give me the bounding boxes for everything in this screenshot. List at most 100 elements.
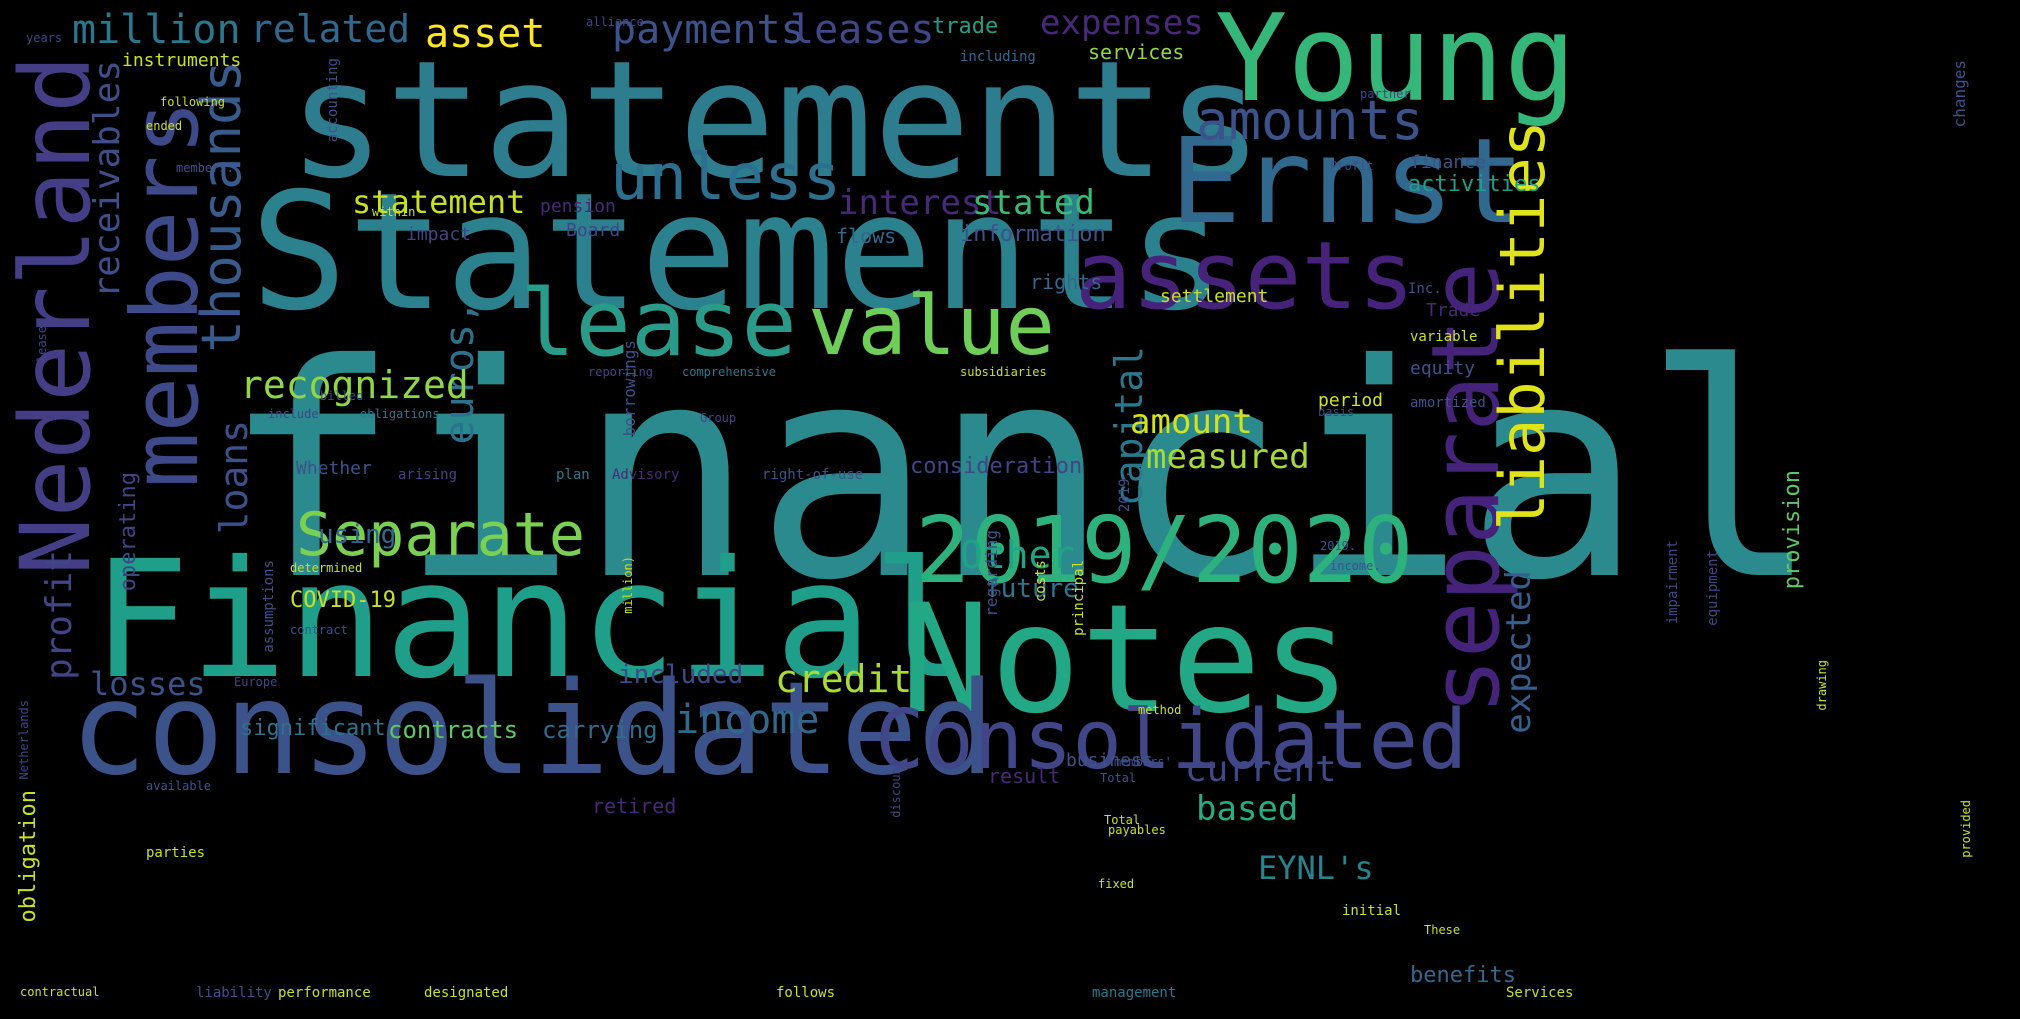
word-finance: finance bbox=[1410, 152, 1486, 173]
word-designated: designated bbox=[424, 985, 509, 1001]
word-measured: measured bbox=[1146, 437, 1310, 477]
word-consideration: consideration bbox=[910, 454, 1083, 479]
word-significant: significant bbox=[240, 716, 386, 741]
word-amounts: amounts bbox=[1196, 89, 1424, 152]
word-impact: impact bbox=[406, 224, 472, 245]
word-management: management bbox=[1092, 985, 1177, 1001]
word-Consolidated-capital: Consolidated bbox=[875, 693, 1468, 788]
word-provided: provided bbox=[1959, 800, 1973, 858]
word-Netherlands: Netherlands bbox=[17, 700, 31, 780]
word-Ernst: Ernst bbox=[1170, 112, 1526, 250]
word-business: business bbox=[1066, 750, 1153, 771]
word-unless: unless bbox=[610, 141, 842, 215]
word-Europe: Europe bbox=[234, 675, 278, 689]
word-year-dot: 2019. bbox=[1320, 539, 1357, 553]
word-lease: lease bbox=[520, 270, 797, 377]
word-statements: statements bbox=[288, 27, 1264, 215]
word-income: income bbox=[675, 697, 820, 743]
word-members-dot: members. bbox=[176, 161, 234, 175]
word-result: result bbox=[988, 764, 1061, 788]
word-contract: contract bbox=[290, 623, 348, 637]
word-operating: operating bbox=[116, 472, 141, 592]
word-contracts: contracts bbox=[388, 716, 519, 744]
word-principal: principal bbox=[1071, 560, 1087, 636]
word-accounting: accounting bbox=[325, 58, 341, 143]
word-Services: Services bbox=[1506, 985, 1574, 1001]
word-receivables: receivables bbox=[87, 60, 128, 299]
word-profit: profit bbox=[39, 550, 80, 681]
word-equation-digits: 2019. bbox=[1117, 470, 1133, 513]
word-amount: amount bbox=[1130, 402, 1253, 442]
word-reporting: reporting bbox=[588, 365, 654, 379]
word-credit: credit bbox=[775, 657, 913, 701]
word-costs: costs bbox=[1033, 560, 1049, 603]
word-financial: financial bbox=[222, 301, 1821, 645]
word-performance: performance bbox=[278, 985, 371, 1001]
word-liability: liability bbox=[196, 985, 272, 1001]
word-value: value bbox=[808, 279, 1055, 374]
word-related: related bbox=[250, 7, 411, 51]
word-drawing: drawing bbox=[1815, 660, 1829, 711]
word-Young: Young bbox=[1215, 0, 1577, 129]
word-Notes: Notes bbox=[900, 573, 1352, 747]
word-following: following bbox=[160, 95, 226, 109]
word-whether: Whether bbox=[296, 458, 372, 479]
word-Profit: Profit bbox=[1330, 159, 1374, 173]
word-years: years bbox=[26, 31, 63, 45]
word-COVID: COVID-19 bbox=[290, 588, 396, 613]
word-Trade: Trade bbox=[1426, 300, 1481, 321]
word-within: within bbox=[372, 205, 416, 219]
word-These: These bbox=[1424, 923, 1461, 937]
word-future: future bbox=[985, 574, 1079, 604]
word-members-apostrophe: members' bbox=[1114, 755, 1172, 769]
word-Statements-capital: Statements bbox=[250, 159, 1226, 347]
word-determined: determined bbox=[290, 561, 363, 575]
word-Financial-capital: Financial bbox=[92, 527, 970, 715]
word-partner: partner bbox=[1360, 87, 1411, 101]
word-asset: asset bbox=[425, 11, 546, 57]
word-services: services bbox=[1088, 40, 1185, 64]
word-based: based bbox=[1196, 789, 1299, 829]
word-rights: rights bbox=[1030, 270, 1103, 294]
word-obligation: obligation bbox=[16, 790, 41, 923]
word-Inc: Inc. bbox=[1408, 281, 1442, 297]
word-regarding: regarding bbox=[982, 530, 1001, 617]
word-assets: assets bbox=[1075, 222, 1415, 331]
word-Total-2: Total bbox=[1104, 813, 1141, 827]
word-changes: changes bbox=[1950, 60, 1969, 128]
word-alliance: alliance bbox=[586, 15, 644, 29]
word-provision: provision bbox=[1780, 470, 1805, 590]
word-include: include bbox=[268, 407, 319, 421]
word-variable: variable bbox=[1410, 329, 1478, 345]
word-recognized: recognized bbox=[240, 363, 469, 407]
word-obligations: obligations bbox=[360, 407, 440, 421]
word-borrowings: borrowings bbox=[620, 340, 639, 437]
word-including: including bbox=[960, 49, 1036, 65]
word-stated: stated bbox=[972, 183, 1095, 223]
word-Advisory: Advisory bbox=[612, 467, 680, 483]
word-method: method bbox=[1138, 703, 1182, 717]
word-equity: equity bbox=[1410, 358, 1476, 379]
word-instruments: instruments bbox=[122, 50, 242, 71]
word-impairment: impairment bbox=[1665, 540, 1681, 625]
word-billed: billed bbox=[320, 389, 364, 403]
word-comprehensive: comprehensive bbox=[682, 365, 776, 379]
word-Separate-capital: Separate bbox=[296, 500, 585, 570]
word-fixed: fixed bbox=[1098, 877, 1135, 891]
word-income-dot: income. bbox=[1330, 559, 1381, 573]
word-interest: interest bbox=[838, 183, 1002, 223]
word-subsidiaries: subsidiaries bbox=[960, 365, 1047, 379]
word-period: period bbox=[1318, 390, 1384, 411]
word-year: 2019/2020 bbox=[915, 497, 1414, 604]
word-using: using bbox=[318, 520, 397, 550]
word-statement: statement bbox=[352, 183, 526, 221]
word-Total: Total bbox=[1100, 771, 1137, 785]
word-Other: Other bbox=[960, 533, 1075, 577]
word-carrying: carrying bbox=[542, 716, 658, 744]
word-EYNL: EYNL's bbox=[1258, 849, 1374, 887]
word-Board: Board bbox=[566, 220, 621, 241]
word-million: million bbox=[72, 7, 241, 53]
word-group: Group bbox=[700, 411, 737, 425]
word-flows: flows bbox=[836, 224, 897, 248]
